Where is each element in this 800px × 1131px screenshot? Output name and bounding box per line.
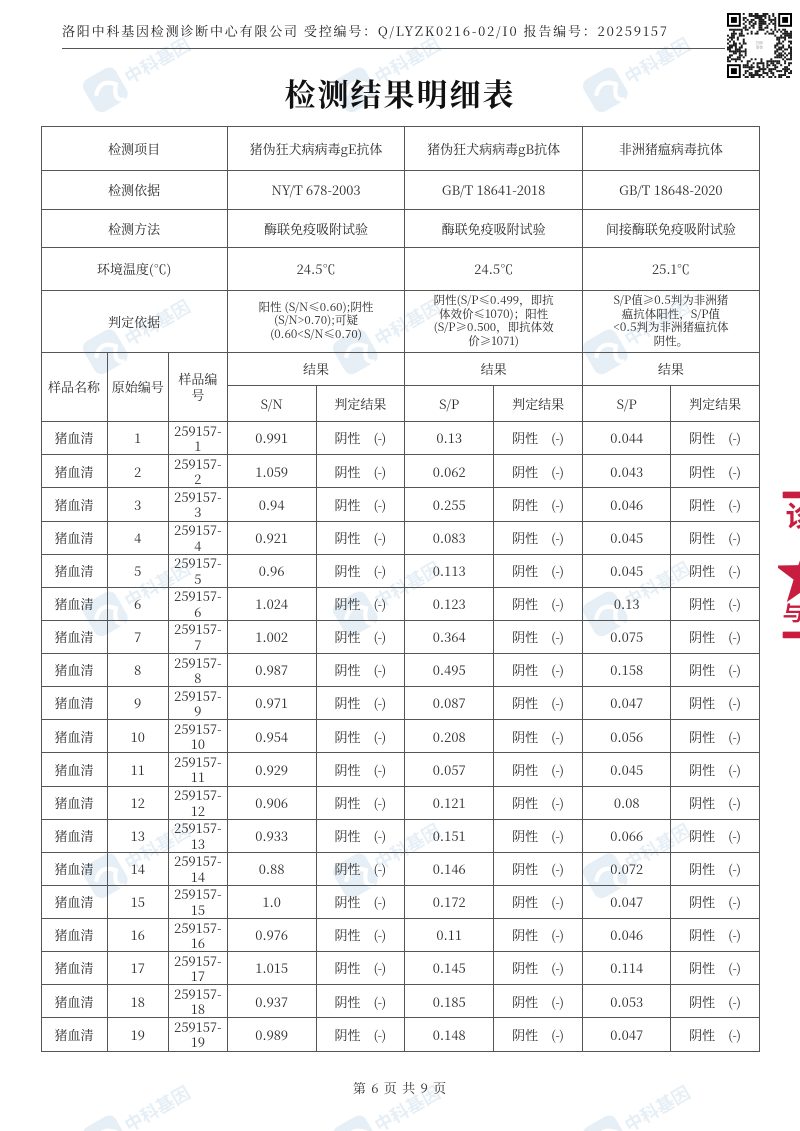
- svg-text:与月: 与月: [783, 596, 800, 626]
- svg-text:诊: 诊: [785, 495, 800, 535]
